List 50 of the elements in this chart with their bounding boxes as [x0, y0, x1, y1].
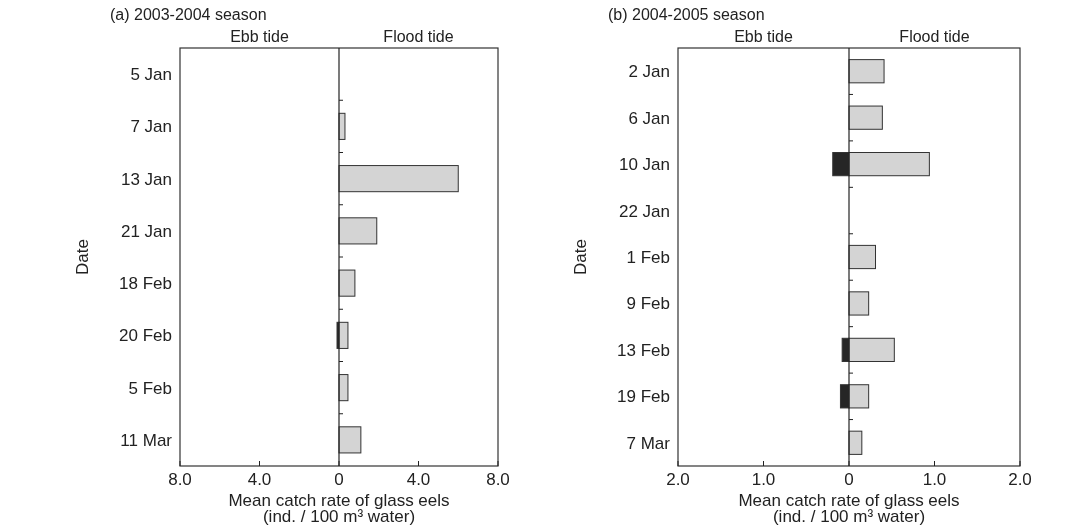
y-tick-label: 7 Jan — [130, 117, 172, 137]
bar — [338, 217, 378, 245]
bar — [338, 165, 459, 193]
bar — [848, 244, 877, 270]
text: Flood tide — [899, 28, 970, 45]
y-tick-label: 5 Feb — [128, 378, 172, 398]
bar — [338, 426, 362, 454]
chart-title: (a) 2003-2004 season — [110, 6, 267, 23]
bar — [338, 269, 356, 297]
text: Ebb tide — [734, 28, 793, 45]
bar — [848, 105, 883, 130]
y-tick-label: 2 Jan — [628, 62, 670, 82]
y-tick-label: 13 Feb — [617, 340, 670, 360]
y-tick-label: 21 Jan — [120, 221, 172, 241]
y-tick-label: 18 Feb — [119, 274, 172, 294]
bar — [848, 59, 885, 84]
bar — [848, 152, 930, 177]
text: Flood tide — [383, 28, 454, 45]
y-tick-label: 19 Feb — [617, 387, 670, 407]
bar — [848, 337, 895, 362]
x-tick-label: 4.0 — [247, 470, 272, 489]
bar — [338, 321, 349, 349]
y-tick-label: 9 Feb — [626, 294, 670, 314]
x-tick-label: 2.0 — [1008, 470, 1032, 489]
x-tick-label: 8.0 — [168, 470, 192, 489]
y-axis-title: Date — [571, 239, 590, 275]
y-tick-label: 11 Mar — [120, 430, 173, 450]
bar — [848, 291, 870, 316]
chart-title: (b) 2004-2005 season — [608, 6, 765, 23]
x-tick-label: 8.0 — [486, 470, 510, 489]
x-tick-label: 0 — [844, 470, 854, 489]
y-tick-label: 7 Mar — [626, 433, 671, 453]
x-tick-label: 1.0 — [751, 470, 776, 489]
y-tick-label: 10 Jan — [618, 155, 670, 175]
text: Ebb tide — [230, 28, 289, 45]
x-axis-title: Mean catch rate of glass eels (ind. / 100 m³ water) — [228, 491, 450, 526]
y-tick-label: 1 Feb — [626, 247, 670, 267]
y-tick-label: 20 Feb — [119, 326, 172, 346]
bar — [338, 374, 349, 402]
y-tick-label: 13 Jan — [120, 169, 172, 189]
y-axis-title: Date — [73, 239, 92, 275]
x-tick-label: 0 — [334, 470, 344, 489]
bar — [848, 384, 870, 409]
x-tick-label: 2.0 — [666, 470, 690, 489]
y-tick-label: 6 Jan — [628, 108, 670, 128]
y-tick-label: 5 Jan — [130, 65, 172, 85]
x-axis-title: Mean catch rate of glass eels (ind. / 100 m³ water) — [738, 491, 960, 526]
y-tick-label: 22 Jan — [618, 201, 670, 221]
x-tick-label: 4.0 — [406, 470, 431, 489]
x-tick-label: 1.0 — [922, 470, 947, 489]
